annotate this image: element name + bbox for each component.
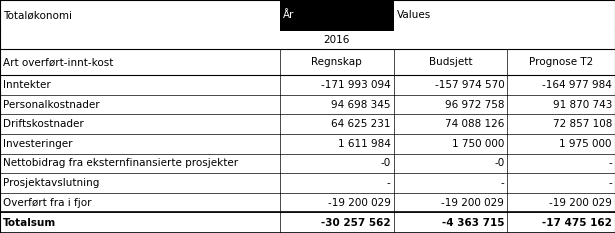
Bar [0,193,615,212]
Text: 1 975 000: 1 975 000 [560,139,612,149]
Bar [0,0,280,31]
Text: 96 972 758: 96 972 758 [445,100,504,110]
Text: -19 200 029: -19 200 029 [328,198,391,208]
Text: Personalkostnader: Personalkostnader [3,100,100,110]
Bar [0,95,615,114]
Text: -157 974 570: -157 974 570 [435,80,504,90]
Text: Overført fra i fjor: Overført fra i fjor [3,198,92,208]
Text: Prosjektavslutning: Prosjektavslutning [3,178,100,188]
Text: Art overført-innt-kost: Art overført-innt-kost [3,57,113,67]
Bar [0,75,615,95]
Text: -19 200 029: -19 200 029 [442,198,504,208]
Bar [0,31,615,49]
Text: Values: Values [397,10,431,21]
Text: -171 993 094: -171 993 094 [321,80,391,90]
Text: Investeringer: Investeringer [3,139,73,149]
Bar [0,173,615,193]
Text: Totalsum: Totalsum [3,218,57,228]
Text: Regnskap: Regnskap [311,57,362,67]
Text: Nettobidrag fra eksternfinansierte prosjekter: Nettobidrag fra eksternfinansierte prosj… [3,158,238,168]
Bar [280,0,394,31]
Text: År: År [283,10,294,21]
Text: 72 857 108: 72 857 108 [552,119,612,129]
Text: 94 698 345: 94 698 345 [331,100,391,110]
Text: Driftskostnader: Driftskostnader [3,119,84,129]
Text: -30 257 562: -30 257 562 [321,218,391,228]
Text: -17 475 162: -17 475 162 [542,218,612,228]
Text: Inntekter: Inntekter [3,80,51,90]
Text: -0: -0 [380,158,391,168]
Text: -: - [387,178,391,188]
Text: 1 611 984: 1 611 984 [338,139,391,149]
Text: 74 088 126: 74 088 126 [445,119,504,129]
Text: 91 870 743: 91 870 743 [552,100,612,110]
Text: 2016: 2016 [323,35,350,45]
Text: -4 363 715: -4 363 715 [442,218,504,228]
Text: 64 625 231: 64 625 231 [331,119,391,129]
Bar [0,49,615,75]
Bar [394,0,615,31]
Text: -164 977 984: -164 977 984 [542,80,612,90]
Text: -0: -0 [494,158,504,168]
Text: -: - [608,178,612,188]
Text: 1 750 000: 1 750 000 [452,139,504,149]
Text: -19 200 029: -19 200 029 [549,198,612,208]
Text: Budsjett: Budsjett [429,57,472,67]
Bar [0,212,615,233]
Text: -: - [501,178,504,188]
Bar [0,154,615,173]
Bar [0,114,615,134]
Text: Totaløkonomi: Totaløkonomi [3,10,72,21]
Bar [0,134,615,154]
Text: -: - [608,158,612,168]
Text: Prognose T2: Prognose T2 [529,57,593,67]
